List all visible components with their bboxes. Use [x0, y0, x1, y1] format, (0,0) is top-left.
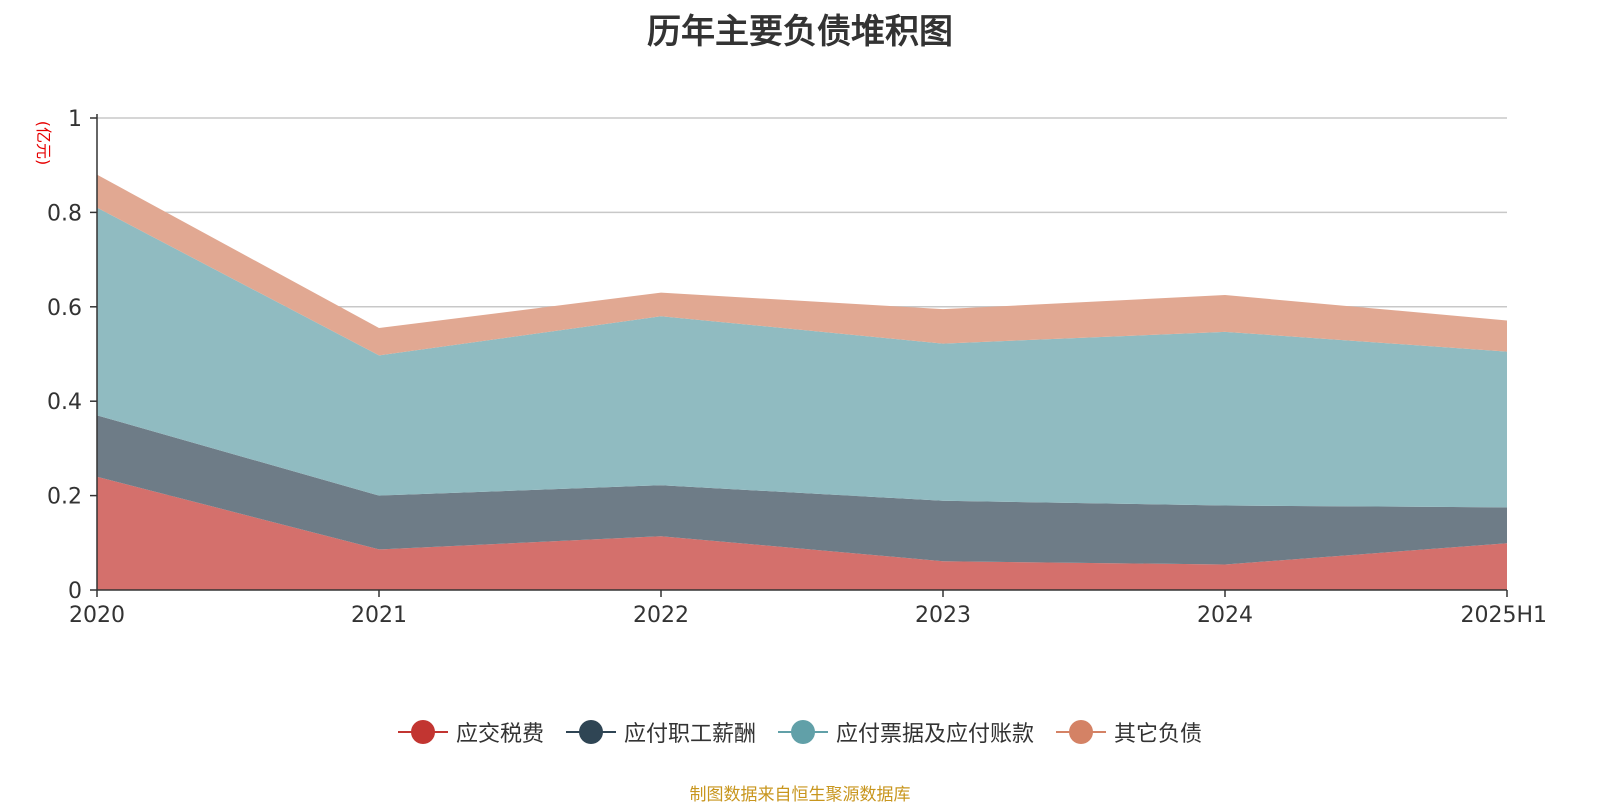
area-series-4: [97, 174, 1507, 356]
y-tick-label: 0.2: [47, 485, 82, 510]
legend-label: 应付职工薪酬: [623, 722, 756, 747]
y-axis-unit-label: (亿元): [34, 121, 53, 166]
x-tick-label: 2025H1: [1460, 603, 1547, 628]
legend-item-3[interactable]: 应付票据及应付账款: [778, 716, 1034, 748]
legend-marker-dot: [410, 720, 435, 744]
x-tick-label: 2023: [915, 603, 971, 628]
chart-title: 历年主要负债堆积图: [647, 12, 953, 52]
legend-label: 应付票据及应付账款: [836, 722, 1035, 747]
area-series-3: [97, 207, 1507, 508]
legend-marker-dot: [791, 720, 815, 744]
legend-marker: [565, 719, 616, 745]
x-tick-label: 2020: [69, 603, 125, 628]
stacked-areas: [97, 174, 1507, 590]
area-series-2: [97, 415, 1507, 565]
legend: 应交税费 应付职工薪酬 应付票据及应付账款 其它负债: [0, 716, 1600, 748]
x-tick-label: 2024: [1197, 603, 1253, 628]
legend-item-2[interactable]: 应付职工薪酬: [565, 716, 756, 748]
y-tick-label: 0: [68, 579, 82, 604]
axes: 0 0.2 0.4 0.6 0.8 1 2020 2021 2022 2023 2024 2025H1: [47, 107, 1547, 628]
y-tick-label: 0.6: [47, 296, 82, 321]
x-tick-label: 2022: [633, 603, 689, 628]
source-note: 制图数据来自恒生聚源数据库: [689, 785, 911, 805]
legend-item-4[interactable]: 其它负债: [1056, 716, 1202, 748]
legend-marker-dot: [1069, 720, 1094, 744]
x-tick-label: 2021: [351, 603, 407, 628]
y-tick-label: 0.8: [47, 201, 82, 226]
legend-marker: [1056, 719, 1107, 745]
legend-label: 应交税费: [455, 722, 544, 747]
legend-marker: [778, 719, 828, 745]
area-series-1: [97, 476, 1507, 590]
legend-label: 其它负债: [1114, 722, 1203, 747]
legend-marker: [397, 719, 448, 745]
legend-item-1[interactable]: 应交税费: [397, 716, 544, 748]
y-tick-label: 0.4: [47, 390, 82, 415]
legend-marker-dot: [578, 720, 603, 744]
y-tick-label: 1: [68, 107, 82, 132]
